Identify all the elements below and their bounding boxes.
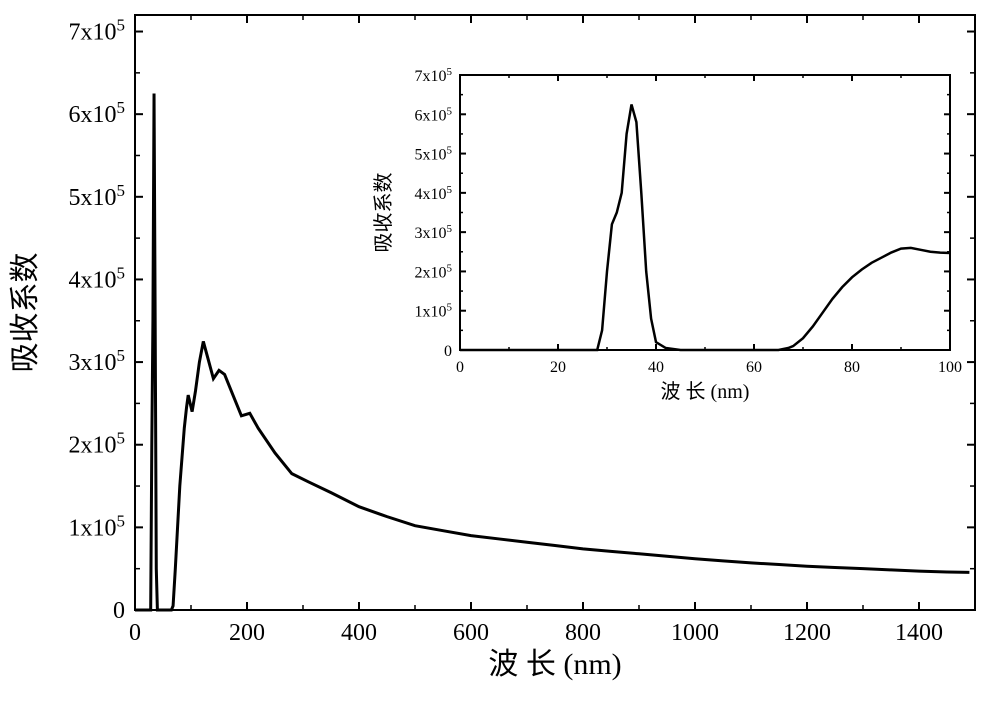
svg-text:3x105: 3x105 xyxy=(415,223,453,242)
svg-text:7x105: 7x105 xyxy=(69,15,126,46)
svg-text:5x105: 5x105 xyxy=(415,145,453,164)
main-xlabel: 波 长 (nm) xyxy=(488,648,621,681)
svg-text:1x105: 1x105 xyxy=(69,511,126,542)
svg-text:200: 200 xyxy=(229,620,265,646)
inset-xlabel: 波 长 (nm) xyxy=(661,380,750,403)
svg-text:1400: 1400 xyxy=(895,620,943,646)
svg-text:3x105: 3x105 xyxy=(69,346,126,377)
svg-text:0: 0 xyxy=(456,359,464,376)
svg-text:800: 800 xyxy=(565,620,601,646)
inset-ylabel: 吸收系数 xyxy=(372,173,395,253)
svg-text:80: 80 xyxy=(844,359,860,376)
svg-text:60: 60 xyxy=(746,359,762,376)
svg-text:2x105: 2x105 xyxy=(69,428,126,459)
svg-text:400: 400 xyxy=(341,620,377,646)
svg-text:0: 0 xyxy=(444,343,452,360)
svg-text:2x105: 2x105 xyxy=(415,262,453,281)
chart-svg: 020040060080010001200140001x1052x1053x10… xyxy=(0,0,1000,711)
svg-text:4x105: 4x105 xyxy=(69,263,126,294)
svg-text:6x105: 6x105 xyxy=(415,105,453,124)
svg-text:600: 600 xyxy=(453,620,489,646)
svg-text:20: 20 xyxy=(550,359,566,376)
svg-text:1000: 1000 xyxy=(671,620,719,646)
svg-text:0: 0 xyxy=(129,620,141,646)
chart-container: 020040060080010001200140001x1052x1053x10… xyxy=(0,0,1000,711)
svg-text:5x105: 5x105 xyxy=(69,180,126,211)
svg-text:7x105: 7x105 xyxy=(415,66,453,85)
svg-text:100: 100 xyxy=(938,359,962,376)
svg-text:40: 40 xyxy=(648,359,664,376)
svg-text:4x105: 4x105 xyxy=(415,184,453,203)
svg-text:6x105: 6x105 xyxy=(69,98,126,128)
main-ylabel: 吸收系数 xyxy=(9,253,42,373)
svg-text:0: 0 xyxy=(113,598,125,624)
svg-text:1x105: 1x105 xyxy=(415,302,453,321)
svg-text:1200: 1200 xyxy=(783,620,831,646)
